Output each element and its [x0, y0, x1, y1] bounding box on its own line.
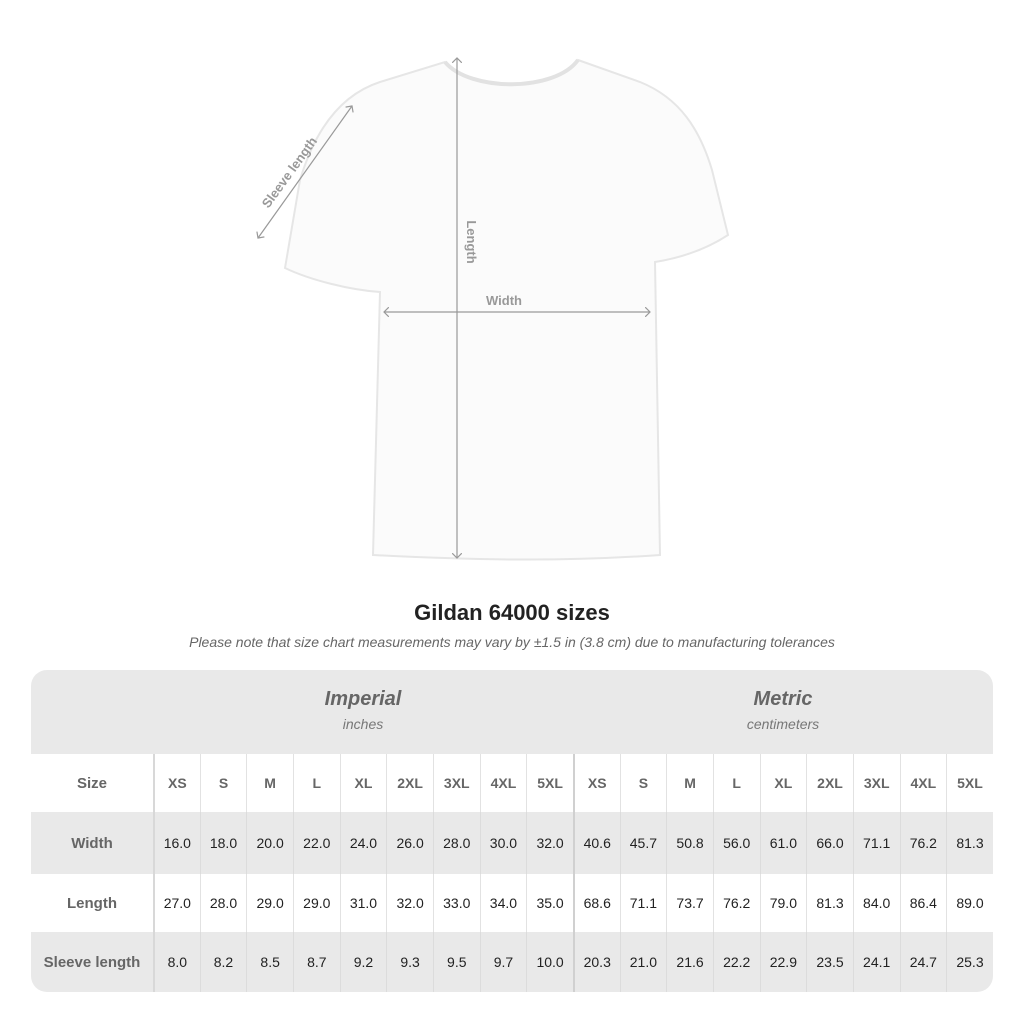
table-cell: 5XL: [946, 754, 993, 812]
table-cell: 9.2: [339, 932, 387, 992]
row-label: Width: [71, 834, 113, 852]
table-cell: XL: [759, 754, 807, 812]
table-cell: L: [712, 754, 760, 812]
row-label: Length: [67, 894, 117, 912]
imperial-title: Imperial: [324, 688, 402, 710]
table-row: Width 16.0 18.0 20.0 22.0 24.0 26.0 28.0 30.0 32.…: [31, 812, 993, 874]
table-cell: 28.0: [432, 812, 480, 874]
table-cell: 8.5: [246, 932, 293, 992]
table-cell: 76.2: [899, 812, 947, 874]
table-cell: 30.0: [479, 812, 527, 874]
metric-header: Metric centimeters: [573, 670, 993, 754]
table-cell: 28.0: [199, 874, 247, 932]
table-cell: 8.7: [292, 932, 340, 992]
table-cell: 24.1: [852, 932, 900, 992]
table-cell: 31.0: [339, 874, 387, 932]
table-cell: 21.0: [619, 932, 667, 992]
table-cell: XS: [572, 754, 620, 812]
table-cell: 2XL: [386, 754, 433, 812]
table-cell: 21.6: [666, 932, 713, 992]
table-cell: 50.8: [666, 812, 713, 874]
tolerance-note: Please note that size chart measurements…: [189, 634, 835, 650]
table-cell: 8.2: [199, 932, 247, 992]
table-cell: 4XL: [479, 754, 527, 812]
table-cell: 22.0: [292, 812, 340, 874]
table-cell: 86.4: [899, 874, 947, 932]
table-cell: 22.9: [759, 932, 807, 992]
table-cell: 29.0: [292, 874, 340, 932]
table-cell: 27.0: [153, 874, 200, 932]
table-cell: 9.5: [432, 932, 480, 992]
table-cell: M: [666, 754, 713, 812]
table-cell: S: [199, 754, 247, 812]
table-cell: 35.0: [526, 874, 573, 932]
sleeve-length-arrow: [258, 106, 352, 238]
table-cell: 68.6: [572, 874, 620, 932]
tshirt-diagram: Sleeve length Length Width: [0, 0, 730, 561]
table-row: Length 27.0 28.0 29.0 29.0 31.0 32.0 33.0 34.0 35…: [31, 874, 993, 932]
table-cell: 20.3: [572, 932, 620, 992]
table-cell: 66.0: [806, 812, 853, 874]
table-cell: 20.0: [246, 812, 293, 874]
table-cell: 3XL: [852, 754, 900, 812]
table-cell: 29.0: [246, 874, 293, 932]
table-cell: 16.0: [153, 812, 200, 874]
metric-unit: centimeters: [746, 716, 820, 732]
table-cell: 23.5: [806, 932, 853, 992]
size-table: Imperial inches Metric centimeters Size X…: [31, 670, 993, 992]
imperial-header: Imperial inches: [153, 670, 573, 754]
table-cell: 2XL: [806, 754, 853, 812]
table-cell: 73.7: [666, 874, 713, 932]
table-cell: 81.3: [806, 874, 853, 932]
table-cell: 40.6: [572, 812, 620, 874]
tshirt-shape: [283, 58, 730, 561]
length-label: Length: [464, 220, 479, 263]
table-cell: 45.7: [619, 812, 667, 874]
table-cell: 33.0: [432, 874, 480, 932]
table-cell: 61.0: [759, 812, 807, 874]
table-cell: 79.0: [759, 874, 807, 932]
table-cell: XS: [153, 754, 200, 812]
table-cell: 4XL: [899, 754, 947, 812]
table-cell: 9.3: [386, 932, 433, 992]
table-cell: S: [619, 754, 667, 812]
table-cell: 3XL: [432, 754, 480, 812]
table-cell: 26.0: [386, 812, 433, 874]
page-title: Gildan 64000 sizes: [414, 600, 610, 625]
table-cell: 5XL: [526, 754, 573, 812]
table-cell: 81.3: [946, 812, 993, 874]
row-label: Size: [76, 774, 107, 792]
table-cell: 34.0: [479, 874, 527, 932]
table-cell: XL: [339, 754, 387, 812]
table-cell: 22.2: [712, 932, 760, 992]
size-header-row: Size XS S M L XL 2XL 3XL 4XL 5XL XS S M L XL 2XL 3XL 4XL 5…: [31, 754, 993, 812]
table-cell: 71.1: [852, 812, 900, 874]
metric-title: Metric: [753, 688, 813, 710]
table-cell: 25.3: [946, 932, 993, 992]
table-cell: L: [292, 754, 340, 812]
table-cell: 89.0: [946, 874, 993, 932]
table-cell: 76.2: [712, 874, 760, 932]
table-cell: 10.0: [526, 932, 573, 992]
table-cell: 24.7: [899, 932, 947, 992]
table-cell: 56.0: [712, 812, 760, 874]
imperial-unit: inches: [342, 716, 384, 732]
table-row: Sleeve length 8.0 8.2 8.5 8.7 9.2 9.3 9.5 9.7 10.…: [31, 932, 993, 992]
table-cell: 9.7: [479, 932, 527, 992]
table-cell: 32.0: [526, 812, 573, 874]
table-cell: M: [246, 754, 293, 812]
table-cell: 24.0: [339, 812, 387, 874]
table-cell: 84.0: [852, 874, 900, 932]
table-cell: 71.1: [619, 874, 667, 932]
table-cell: 32.0: [386, 874, 433, 932]
width-label: Width: [486, 293, 522, 308]
table-cell: 18.0: [199, 812, 247, 874]
table-cell: 8.0: [153, 932, 200, 992]
row-label: Sleeve length: [43, 953, 141, 971]
